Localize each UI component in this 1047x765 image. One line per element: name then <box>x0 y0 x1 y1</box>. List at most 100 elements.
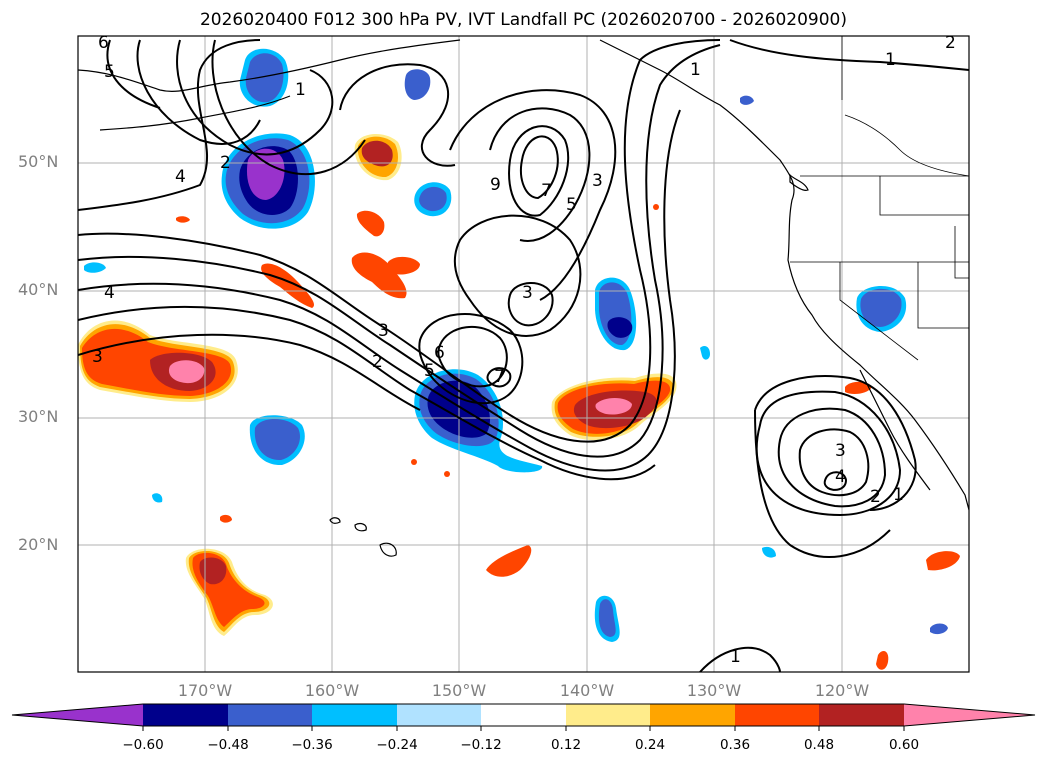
contour-east-4 <box>798 428 870 497</box>
lat-label-30n: 30°N <box>18 407 59 426</box>
warm-dot-c <box>653 204 659 210</box>
lon-label-170w: 170°W <box>177 681 233 700</box>
contour-label: 1 <box>730 647 741 667</box>
contour-big-loop-2 <box>489 107 591 242</box>
contour-low-loop-c <box>486 367 512 388</box>
warm-blob-41n <box>351 252 407 299</box>
contour-label: 3 <box>592 171 603 191</box>
contour-north-5 <box>211 39 366 175</box>
contour-arc-3 <box>78 109 681 472</box>
blue-blob-15n-inner <box>598 599 616 637</box>
blue-blob-50n-purple <box>246 148 285 200</box>
map-frame <box>77 35 970 673</box>
blue-blob-small-b <box>700 346 710 360</box>
contour-east-5 <box>823 471 848 491</box>
warm-blob-19n <box>486 545 532 577</box>
map-area: 6 5 4 3 2 1 1 2 1 9 7 5 3 4 3 2 5 6 7 3 … <box>78 33 969 672</box>
contour-label: 4 <box>175 167 186 187</box>
coastlines <box>78 39 969 557</box>
blue-blob-40n-east-inner <box>860 288 902 327</box>
blue-blob-72n <box>404 69 431 100</box>
shading-layer <box>78 48 960 670</box>
north-america-coast <box>599 39 969 511</box>
lon-label-140w: 140°W <box>559 681 615 700</box>
warm-blob-west-pink <box>168 360 205 384</box>
colorbar-bin <box>312 704 397 726</box>
contour-label: 3 <box>522 283 533 303</box>
contour-label: 3 <box>835 441 846 461</box>
blue-blob-small-f <box>152 493 163 503</box>
hawaii-3 <box>379 542 397 557</box>
contour-inner-loop-c <box>507 282 554 327</box>
blue-blob-38n-navy <box>607 317 633 338</box>
colorbar <box>11 703 1036 731</box>
contour-east-1 <box>754 375 917 511</box>
contour-label: 4 <box>835 467 846 487</box>
blue-blob-small-d <box>740 95 754 105</box>
colorbar-bin <box>143 704 228 726</box>
warm-blob-17n-firebrick <box>199 557 227 585</box>
contour-label: 2 <box>220 153 231 173</box>
contour-northeast-1 <box>729 39 969 71</box>
contour-east-3 <box>777 407 887 508</box>
colorbar-tick: 0.12 <box>550 737 582 753</box>
contour-label: 4 <box>104 283 115 303</box>
contour-label: 9 <box>490 175 501 195</box>
lat-label-40n: 40°N <box>18 280 59 299</box>
contour-label: 7 <box>541 181 552 201</box>
contour-north-3 <box>136 39 261 145</box>
warm-dot-b <box>444 471 450 477</box>
contour-label: 5 <box>104 62 115 82</box>
lon-label-160w: 160°W <box>304 681 360 700</box>
contour-label: 3 <box>378 321 389 341</box>
contour-label: 3 <box>92 347 103 367</box>
contour-label: 7 <box>494 367 505 387</box>
contour-left-loop <box>339 63 456 167</box>
contour-inner-loop-b <box>520 135 559 200</box>
lon-label-150w: 150°W <box>431 681 487 700</box>
contour-east-6 <box>754 409 891 558</box>
contour-label: 1 <box>885 50 896 70</box>
contour-label: 1 <box>295 80 306 100</box>
colorbar-tick: 0.24 <box>634 737 666 753</box>
contour-label: 6 <box>98 33 109 53</box>
map-title: 2026020400 F012 300 hPa PV, IVT Landfall… <box>199 10 847 30</box>
warm-blob-40n-west <box>261 263 315 308</box>
warm-blob-20n-east <box>926 551 960 571</box>
warm-dot-a <box>411 459 417 465</box>
warm-blob-46n-dot <box>176 216 190 223</box>
warm-blob-33n <box>845 381 872 395</box>
gridlines <box>78 36 969 672</box>
contour-label: 1 <box>893 485 904 505</box>
contour-north-2 <box>106 39 161 109</box>
contour-east-2 <box>755 390 902 517</box>
colorbar-tick: −0.60 <box>122 737 164 753</box>
blue-blob-small-e <box>762 546 776 558</box>
contour-arc-4 <box>78 305 656 481</box>
colorbar-tick: 0.48 <box>803 737 835 753</box>
contour-big-loop-outer <box>449 89 617 301</box>
contour-mid-loop <box>453 214 582 337</box>
colorbar-bin <box>735 704 820 726</box>
contour-label: 2 <box>945 33 956 53</box>
blue-blob-28n-inner <box>254 419 301 461</box>
baja-coast <box>859 369 931 491</box>
colorbar-bin <box>397 704 482 726</box>
contour-label: 2 <box>870 487 881 507</box>
warm-blob-21n-dot <box>220 514 232 523</box>
blue-blob-small-c <box>84 262 106 273</box>
lat-label-20n: 20°N <box>18 535 59 554</box>
colorbar-tick: 0.60 <box>888 737 920 753</box>
blue-blob-small-a <box>930 623 948 635</box>
colorbar-extend-high <box>904 704 1035 726</box>
contour-bottom-1 <box>699 646 781 672</box>
warm-blob-50n-firebrick <box>361 140 393 167</box>
warm-blob-44n <box>356 210 385 237</box>
hawaii-2 <box>354 523 367 532</box>
contour-inner-loop-a <box>508 125 570 217</box>
lon-label-130w: 130°W <box>686 681 742 700</box>
colorbar-tick: −0.36 <box>291 737 333 753</box>
contours <box>78 39 969 672</box>
warm-blob-31n-pink <box>595 398 632 415</box>
